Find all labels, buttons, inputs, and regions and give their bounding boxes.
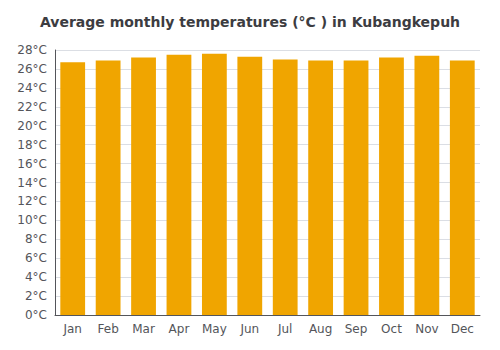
svg-text:Nov: Nov (415, 322, 438, 336)
svg-text:Feb: Feb (98, 322, 119, 336)
svg-text:Aug: Aug (309, 322, 332, 336)
svg-text:6°C: 6°C (25, 251, 47, 265)
svg-text:16°C: 16°C (17, 157, 47, 171)
svg-text:26°C: 26°C (17, 62, 47, 76)
svg-text:22°C: 22°C (17, 100, 47, 114)
svg-text:28°C: 28°C (17, 43, 47, 57)
svg-text:4°C: 4°C (25, 270, 47, 284)
svg-text:2°C: 2°C (25, 289, 47, 303)
svg-text:Dec: Dec (451, 322, 474, 336)
svg-text:14°C: 14°C (17, 176, 47, 190)
svg-text:Apr: Apr (169, 322, 190, 336)
svg-text:10°C: 10°C (17, 213, 47, 227)
svg-text:Oct: Oct (381, 322, 402, 336)
svg-text:18°C: 18°C (17, 138, 47, 152)
svg-text:20°C: 20°C (17, 119, 47, 133)
svg-text:24°C: 24°C (17, 81, 47, 95)
svg-text:0°C: 0°C (25, 308, 47, 322)
svg-text:8°C: 8°C (25, 232, 47, 246)
svg-text:Jun: Jun (239, 322, 259, 336)
svg-text:12°C: 12°C (17, 194, 47, 208)
svg-text:Mar: Mar (132, 322, 155, 336)
svg-text:Sep: Sep (345, 322, 368, 336)
svg-text:May: May (202, 322, 227, 336)
svg-text:Jan: Jan (62, 322, 82, 336)
svg-text:Jul: Jul (277, 322, 292, 336)
svg-text:Average monthly temperatures (: Average monthly temperatures (°C ) in Ku… (40, 14, 460, 30)
